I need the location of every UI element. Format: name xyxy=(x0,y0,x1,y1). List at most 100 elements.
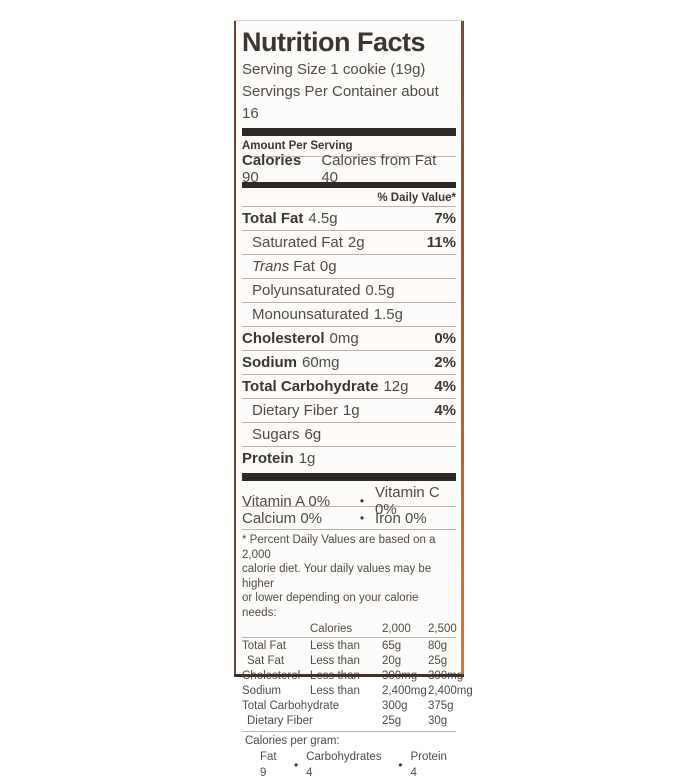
nutrient-amount: 4.5g xyxy=(308,210,338,227)
daily-value-footnote: * Percent Daily Values are based on a 2,… xyxy=(242,530,456,621)
nutrient-dv: 0% xyxy=(434,330,456,347)
nutrient-amount: 0g xyxy=(319,258,337,275)
fat-calories: Fat 9 xyxy=(260,751,277,779)
table-row: Total Fat Less than 65g 80g xyxy=(242,638,456,653)
table-cell: 2,400mg xyxy=(428,684,473,697)
table-cell: 25g xyxy=(428,654,448,667)
vitamin-a-value: Vitamin A 0% xyxy=(242,492,331,510)
label-title: Nutrition Facts xyxy=(242,27,426,57)
nutrient-name-italic: Trans xyxy=(252,258,290,275)
calories-value: 90 xyxy=(242,168,259,186)
footnote-line: calorie diet. Your daily values may be h… xyxy=(242,563,432,590)
table-header-2500: 2,500 xyxy=(428,623,457,635)
bullet-separator: • xyxy=(359,494,365,508)
protein-calories: Protein 4 xyxy=(410,751,447,779)
label-right-border xyxy=(461,21,464,677)
bullet-separator: • xyxy=(293,758,299,772)
nutrient-row-protein: Protein 1g xyxy=(242,446,456,470)
table-cell: 2,400mg xyxy=(382,684,427,697)
nutrient-name: Cholesterol xyxy=(242,330,325,347)
nutrient-row-dietary-fiber: Dietary Fiber 1g 4% xyxy=(242,398,456,422)
calories-row: Calories 90 Calories from Fat 40 xyxy=(242,152,456,186)
table-cell: 25g xyxy=(382,714,402,727)
bullet-separator: • xyxy=(359,511,365,525)
table-cell: Total Fat xyxy=(242,639,287,652)
nutrient-name: Monounsaturated xyxy=(252,306,369,323)
label-left-border xyxy=(234,21,236,677)
nutrition-facts-label: Nutrition Facts Serving Size 1 cookie (1… xyxy=(234,20,473,779)
carbohydrate-calories: Carbohydrates 4 xyxy=(306,751,382,779)
amount-per-serving-label: Amount Per Serving xyxy=(242,140,353,152)
nutrient-row-trans-fat: Trans Fat 0g xyxy=(242,254,456,278)
table-cell: Less than xyxy=(310,684,360,697)
footnote-line: * Percent Daily Values are based on a 2,… xyxy=(242,534,436,561)
table-cell: Sodium xyxy=(242,684,281,697)
nutrient-amount: 1g xyxy=(342,402,360,419)
nutrient-amount: 0mg xyxy=(329,330,359,347)
table-cell: Total Carbohydrate xyxy=(242,699,340,712)
nutrient-name: Sugars xyxy=(252,426,300,443)
table-cell: Less than xyxy=(310,639,360,652)
nutrient-row-sugars: Sugars 6g xyxy=(242,422,456,446)
nutrient-row-total-fat: Total Fat 4.5g 7% xyxy=(242,206,456,230)
nutrient-dv: 11% xyxy=(426,234,456,251)
footnote-line: or lower depending on your calorie needs… xyxy=(242,592,419,619)
table-cell: 80g xyxy=(428,639,448,652)
bullet-separator: • xyxy=(398,758,403,772)
nutrient-row-total-carbohydrate: Total Carbohydrate 12g 4% xyxy=(242,374,456,398)
separator-bar xyxy=(242,128,456,136)
table-row: Sat Fat Less than 20g 25g xyxy=(242,653,456,668)
table-row: Dietary Fiber 25g 30g xyxy=(242,713,456,728)
nutrient-name: Fat xyxy=(293,258,315,275)
nutrient-dv: 4% xyxy=(434,378,456,395)
nutrient-amount: 1.5g xyxy=(373,306,403,323)
table-cell: 20g xyxy=(382,654,402,667)
table-header-row: Calories 2,000 2,500 xyxy=(242,621,457,638)
table-cell: 375g xyxy=(428,699,454,712)
calcium-value: Calcium 0% xyxy=(242,509,323,527)
nutrient-dv: 2% xyxy=(434,354,456,371)
nutrient-name: Polyunsaturated xyxy=(252,282,361,299)
vitamin-row: Calcium 0% • Iron 0% xyxy=(242,506,456,529)
nutrient-amount: 0.5g xyxy=(365,282,395,299)
nutrient-amount: 1g xyxy=(298,450,316,467)
nutrient-row-polyunsaturated: Polyunsaturated 0.5g xyxy=(242,278,456,302)
nutrient-row-sodium: Sodium 60mg 2% xyxy=(242,350,456,374)
servings-per-container-text: Servings Per Container about 16 xyxy=(242,83,439,122)
nutrient-row-monounsaturated: Monounsaturated 1.5g xyxy=(242,302,456,326)
separator-bar xyxy=(242,182,456,188)
nutrient-name: Saturated Fat xyxy=(252,234,343,251)
nutrient-amount: 2g xyxy=(347,234,365,251)
vitamins-section: Vitamin A 0% • Vitamin C 0% Calcium 0% •… xyxy=(242,484,456,530)
calories-label: Calories xyxy=(242,151,302,169)
table-row: Sodium Less than 2,400mg 2,400mg xyxy=(242,683,473,698)
table-cell: Sat Fat xyxy=(247,654,285,667)
nutrient-row-cholesterol: Cholesterol 0mg 0% xyxy=(242,326,456,350)
table-cell: Dietary Fiber xyxy=(247,714,313,727)
table-cell: 30g xyxy=(428,714,448,727)
nutrient-amount: 6g xyxy=(304,426,322,443)
table-header-calories: Calories xyxy=(310,623,353,635)
nutrient-name: Total Carbohydrate xyxy=(242,378,379,395)
separator-bar xyxy=(242,473,456,481)
calories-per-gram-section: Calories per gram: Fat 9 • Carbohydrates… xyxy=(242,731,456,781)
calories-from-fat: Calories from Fat 40 xyxy=(321,151,437,186)
calories-group: Calories 90 xyxy=(242,152,321,186)
nutrient-name: Dietary Fiber xyxy=(252,402,338,419)
daily-value-header: % Daily Value* xyxy=(377,192,456,204)
table-header-2000: 2,000 xyxy=(382,623,411,635)
table-row: Total Carbohydrate 300g 375g xyxy=(242,698,456,713)
calories-per-gram-label: Calories per gram: xyxy=(245,735,340,747)
table-cell: 300g xyxy=(382,699,408,712)
label-bottom-border xyxy=(234,674,464,677)
serving-size-text: Serving Size 1 cookie (19g) xyxy=(242,61,426,78)
calories-per-gram-values: Fat 9 • Carbohydrates 4 • Protein 4 xyxy=(242,749,456,781)
iron-value: Iron 0% xyxy=(375,509,427,527)
table-cell: Less than xyxy=(310,654,360,667)
nutrient-name: Sodium xyxy=(242,354,297,371)
nutrient-dv: 4% xyxy=(434,402,456,419)
vitamin-c-value: Vitamin C 0% xyxy=(375,484,440,518)
nutrient-dv: 7% xyxy=(434,210,456,227)
vitamin-row: Vitamin A 0% • Vitamin C 0% xyxy=(242,484,456,518)
nutrient-amount: 12g xyxy=(383,378,409,395)
